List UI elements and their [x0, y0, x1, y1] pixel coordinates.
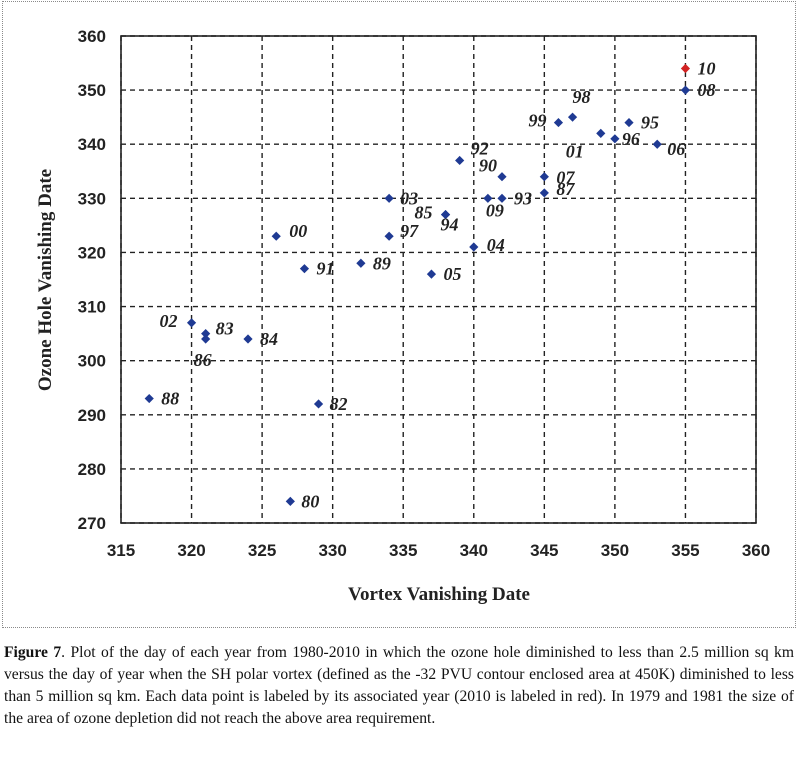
point-label-07: 07 [556, 168, 575, 188]
y-tick-label: 300 [78, 352, 106, 371]
data-point-08 [680, 85, 691, 95]
data-point-95 [624, 117, 634, 128]
point-label-98: 98 [573, 87, 591, 107]
point-label-05: 05 [443, 264, 461, 284]
data-point-98 [567, 112, 578, 122]
y-tick-label: 310 [78, 298, 106, 317]
point-label-87: 87 [556, 179, 575, 199]
data-point-90 [497, 172, 507, 182]
data-point-86 [201, 334, 211, 344]
scatter-chart: 315 320 325 330 335 340 345 350 355 360 270 280 290 3… [35, 27, 771, 605]
point-label-91: 91 [316, 259, 334, 279]
point-label-83: 83 [216, 319, 234, 339]
plot-border [120, 35, 757, 524]
point-label-82: 82 [330, 394, 348, 414]
point-label-09: 09 [486, 200, 504, 220]
point-label-86: 86 [194, 350, 212, 370]
point-label-89: 89 [373, 253, 391, 273]
point-label-95: 95 [641, 113, 659, 133]
data-point-88 [144, 393, 154, 404]
data-points [144, 63, 691, 506]
point-label-99: 99 [528, 111, 546, 131]
point-label-97: 97 [400, 221, 419, 241]
data-point-03 [384, 193, 394, 203]
y-tick-label: 290 [78, 406, 106, 425]
y-tick-label: 340 [78, 135, 106, 154]
x-tick-label: 335 [389, 541, 417, 560]
x-tick-label: 320 [177, 541, 205, 560]
data-point-04 [469, 242, 479, 252]
x-tick-label: 315 [107, 541, 135, 560]
y-tick-label: 360 [78, 27, 106, 46]
point-label-96: 96 [622, 129, 640, 149]
x-tick-label: 330 [318, 541, 346, 560]
data-point-96 [610, 134, 620, 144]
point-label-92: 92 [471, 138, 489, 158]
x-tick-label: 360 [742, 541, 770, 560]
grid-lines [120, 35, 757, 524]
point-label-90: 90 [479, 156, 497, 176]
figure-caption: Figure 7. Plot of the day of each year f… [4, 642, 794, 730]
point-label-88: 88 [161, 389, 179, 409]
y-axis-title: Ozone Hole Vanishing Date [35, 169, 56, 391]
point-label-02: 02 [160, 311, 178, 331]
x-tick-label: 355 [671, 541, 699, 560]
caption-text: . Plot of the day of each year from 1980… [4, 644, 794, 727]
point-label-04: 04 [487, 235, 505, 255]
data-point-09 [483, 193, 493, 203]
point-label-10: 10 [697, 58, 715, 78]
y-tick-label: 330 [78, 189, 106, 208]
x-tick-label: 345 [530, 541, 558, 560]
point-label-80: 80 [301, 491, 319, 511]
data-point-89 [356, 258, 366, 268]
data-point-97 [384, 231, 394, 241]
data-point-87 [539, 188, 549, 198]
data-point-83 [201, 329, 211, 339]
point-label-85: 85 [415, 203, 433, 223]
data-point-80 [285, 496, 295, 506]
point-label-84: 84 [260, 329, 278, 349]
x-tick-label: 340 [460, 541, 488, 560]
point-label-94: 94 [441, 215, 459, 235]
data-point-84 [243, 334, 253, 344]
y-tick-label: 280 [78, 460, 106, 479]
data-point-05 [426, 269, 437, 279]
data-point-00 [271, 231, 281, 241]
tick-labels: 315 320 325 330 335 340 345 350 355 360 270 280 290 3… [78, 27, 771, 560]
data-point-02 [186, 318, 197, 328]
y-tick-label: 270 [78, 514, 106, 533]
data-point-91 [299, 264, 310, 274]
point-label-01: 01 [566, 141, 584, 161]
figure-label: Figure 7 [4, 644, 62, 661]
point-label-06: 06 [667, 139, 685, 159]
x-axis-title: Vortex Vanishing Date [348, 584, 530, 605]
x-tick-label: 325 [248, 541, 276, 560]
y-tick-label: 350 [78, 81, 106, 100]
data-point-92 [455, 155, 465, 166]
y-tick-label: 320 [78, 243, 106, 262]
data-point-93 [497, 193, 507, 203]
data-point-82 [313, 399, 324, 409]
point-label-93: 93 [514, 188, 532, 208]
point-label-00: 00 [289, 221, 307, 241]
data-point-06 [652, 139, 662, 149]
data-point-01 [596, 128, 606, 138]
data-point-94 [440, 209, 451, 220]
x-tick-label: 350 [601, 541, 629, 560]
data-point-99 [553, 117, 564, 128]
data-point-07 [539, 172, 549, 182]
point-label-08: 08 [697, 80, 715, 100]
point-label-03: 03 [400, 188, 418, 208]
data-point-10 [680, 63, 691, 74]
